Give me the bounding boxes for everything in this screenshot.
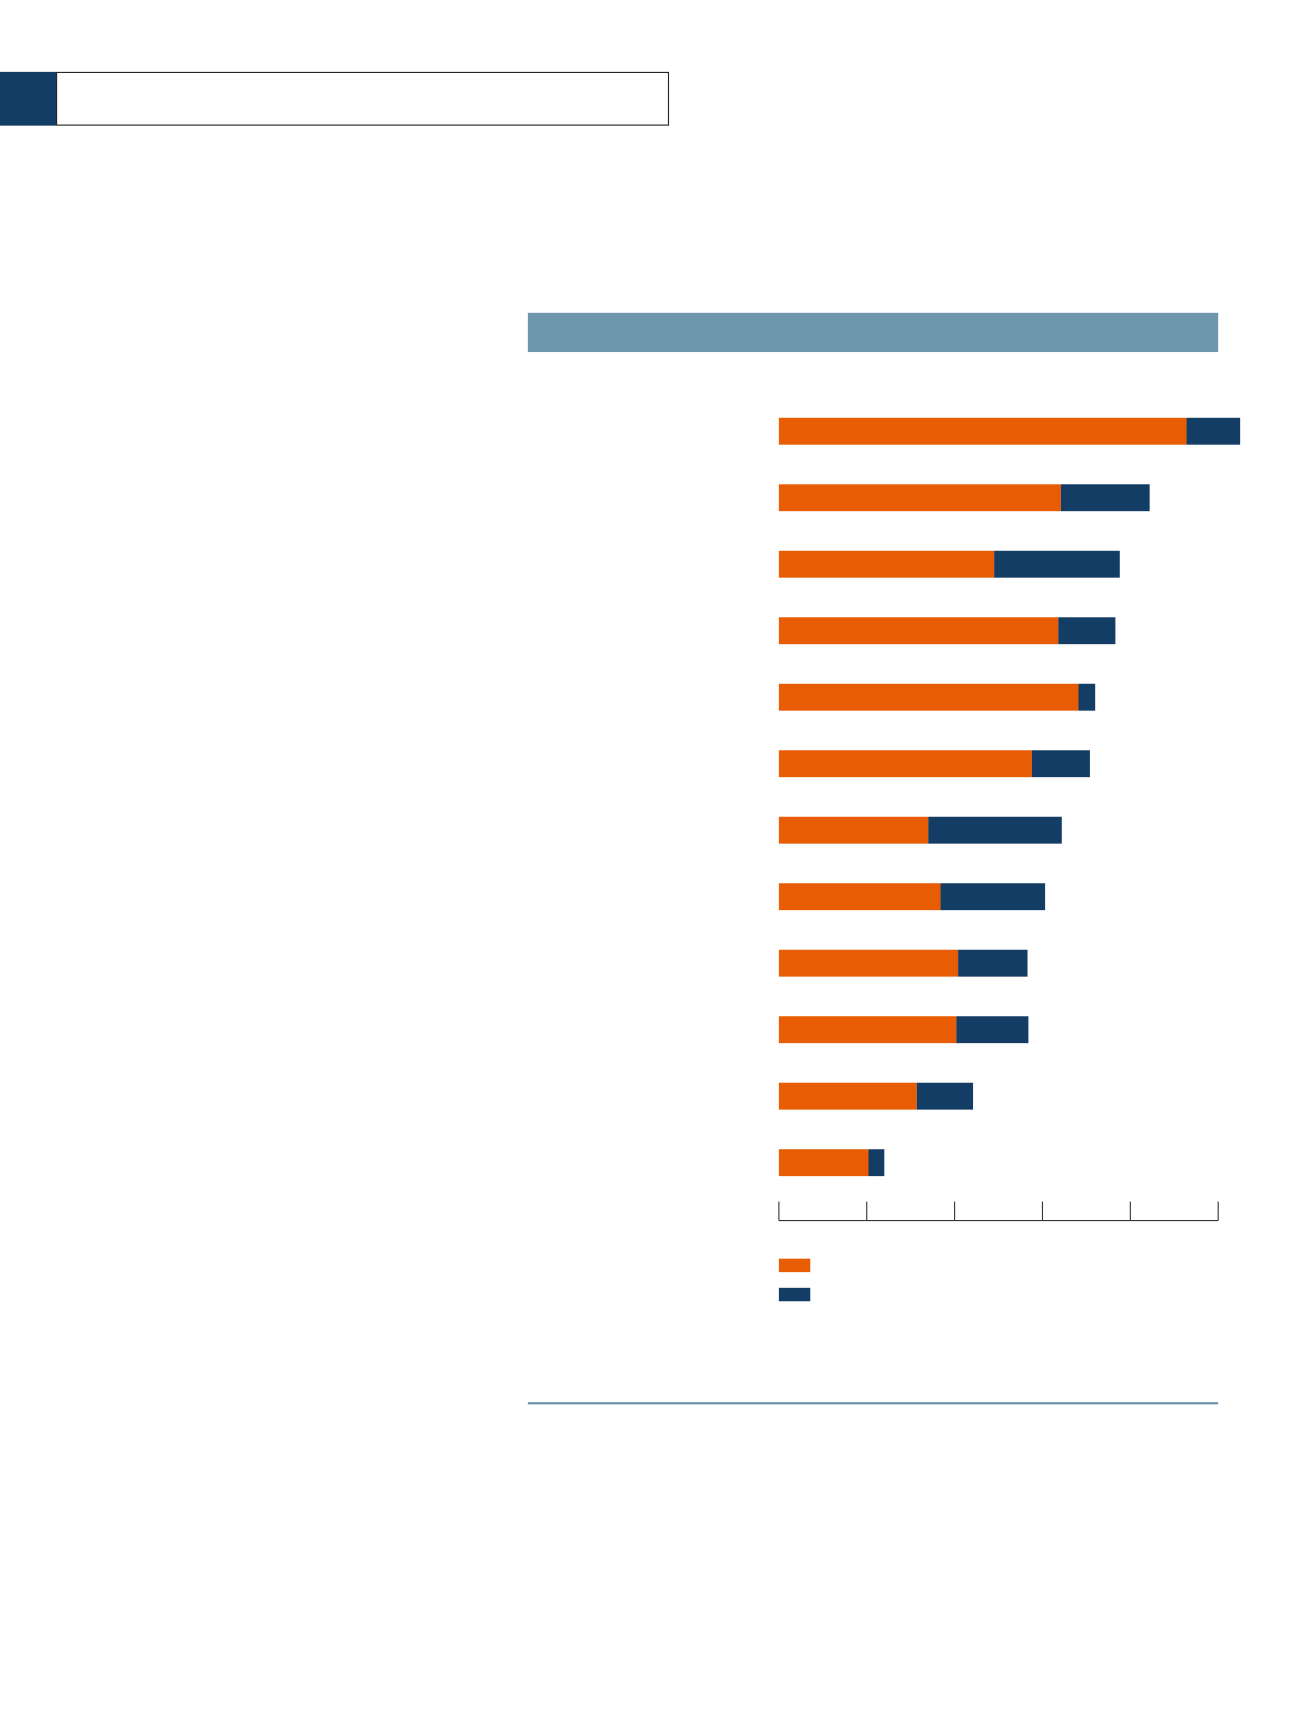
bar-segment [1078,683,1096,711]
bar-segment [956,1016,1029,1044]
bar-segment [1186,417,1241,445]
bar-segment [778,1016,957,1044]
header-box [56,71,670,126]
bar-segment [778,550,995,578]
bar-segment [994,550,1120,578]
bar-segment [1060,484,1150,512]
bar-segment [778,949,959,977]
bar-segment [940,883,1046,911]
bar-segment [778,1082,917,1110]
plot-area [778,417,1241,1302]
legend-swatch [778,1258,811,1273]
bar-segment [778,750,1032,778]
legend-swatch [778,1287,811,1302]
bar-segment [778,683,1079,711]
bar-segment [778,417,1187,445]
header-block [0,71,57,126]
bar-segment [916,1082,974,1110]
bar-segment [958,949,1028,977]
bar-segment [1058,617,1116,645]
bar-segment [778,617,1059,645]
bar-segment [928,816,1062,844]
bar-segment [1031,750,1090,778]
bar-segment [778,883,941,911]
chart-header-band [527,312,1219,353]
bar-segment [778,484,1061,512]
bar-segment [868,1149,885,1177]
bar-segment [778,816,929,844]
bar-segment [778,1149,869,1177]
